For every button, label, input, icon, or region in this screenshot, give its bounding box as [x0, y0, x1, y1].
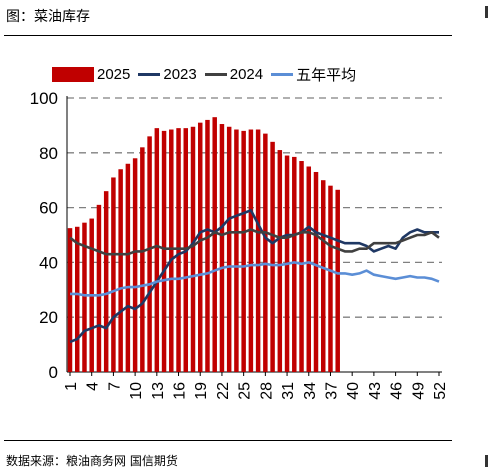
x-tick-label: 40 [345, 382, 362, 400]
bottom-rule [4, 440, 452, 441]
legend-label-2024: 2024 [229, 66, 264, 83]
line-five-year-avg [70, 261, 440, 297]
bar-2025 [169, 129, 174, 372]
chart-legend: 2025 2023 2024 五年平均 [52, 64, 356, 85]
bar-2025 [335, 189, 340, 372]
x-tick-label: 31 [280, 382, 297, 400]
bar-2025 [118, 169, 123, 372]
bar-2025 [241, 130, 246, 372]
y-tick-label: 100 [30, 89, 58, 108]
bar-2025 [328, 185, 333, 372]
x-tick-label: 22 [215, 382, 232, 400]
bar-2025 [176, 128, 181, 372]
legend-label-avg: 五年平均 [296, 67, 357, 84]
x-tick-label: 49 [410, 382, 427, 400]
legend-item-2023: 2023 [138, 66, 197, 83]
edge-mark-bottom [485, 455, 488, 467]
x-tick-label: 52 [432, 382, 449, 400]
source-note: 数据来源：粮油商务网 国信期货 [6, 454, 178, 468]
x-tick-label: 46 [389, 382, 406, 400]
bar-2025 [154, 128, 160, 372]
y-tick-label: 20 [39, 308, 58, 327]
legend-item-2025: 2025 [52, 66, 130, 83]
y-tick-label: 0 [49, 363, 58, 382]
x-tick-label: 37 [323, 382, 340, 400]
bar-2025 [248, 129, 254, 372]
x-tick-label: 4 [85, 382, 102, 391]
bar-2025 [277, 150, 283, 372]
bar-2025 [255, 129, 261, 372]
legend-swatch-2023 [138, 73, 161, 76]
bar-2025 [263, 133, 268, 372]
legend-swatch-avg [271, 73, 294, 76]
legend-item-2024: 2024 [204, 66, 264, 83]
x-tick-label: 13 [150, 382, 167, 400]
x-tick-label: 10 [128, 382, 145, 400]
legend-swatch-2024 [204, 73, 227, 76]
bar-2025 [67, 228, 73, 372]
bar-2025 [234, 129, 239, 372]
legend-swatch-2025 [52, 67, 94, 82]
bar-2025 [219, 124, 225, 372]
bar-2025 [132, 158, 138, 372]
bar-2025 [205, 119, 210, 372]
x-tick-label: 7 [106, 382, 123, 391]
bar-2025 [212, 117, 217, 373]
bar-2025 [197, 122, 203, 372]
x-tick-label: 28 [258, 382, 275, 400]
bar-2025 [299, 161, 304, 372]
x-tick-label: 25 [237, 382, 254, 400]
bar-2025 [103, 191, 109, 372]
x-tick-label: 34 [302, 382, 319, 400]
bar-2025 [313, 171, 319, 372]
bar-2025 [111, 177, 116, 372]
bar-2025 [320, 180, 326, 372]
x-tick-label: 19 [193, 382, 210, 400]
bar-2025 [306, 166, 312, 372]
figure-title: 图：菜油库存 [6, 9, 90, 25]
y-tick-label: 40 [39, 253, 58, 272]
chart: 0 20 40 60 80 100 1 4 7 10 13 16 19 22 25 28 31 34 37 40 43 4… [30, 89, 449, 400]
line-2023 [69, 209, 439, 344]
y-tick-label: 60 [39, 199, 58, 218]
bar-2025 [226, 126, 232, 373]
top-rule [4, 35, 452, 36]
x-tick-label: 43 [367, 382, 384, 400]
bar-2025 [125, 163, 131, 372]
legend-item-avg: 五年平均 [271, 64, 356, 85]
bar-2025 [190, 126, 196, 373]
legend-label-2023: 2023 [163, 66, 197, 83]
bar-2025 [140, 147, 145, 372]
bar-2025 [96, 204, 102, 372]
bar-2025 [292, 156, 297, 372]
bar-2025 [147, 136, 152, 372]
bar-2025 [270, 141, 275, 372]
y-tick-label: 80 [39, 144, 58, 163]
bar-2025 [74, 226, 80, 372]
x-tick-label: 1 [63, 382, 80, 391]
bar-2025 [82, 222, 87, 372]
edge-mark-top [485, 6, 488, 18]
bar-2025 [161, 130, 167, 372]
legend-label-2025: 2025 [97, 66, 131, 83]
x-tick-label: 16 [172, 382, 189, 400]
line-2024 [69, 228, 440, 256]
